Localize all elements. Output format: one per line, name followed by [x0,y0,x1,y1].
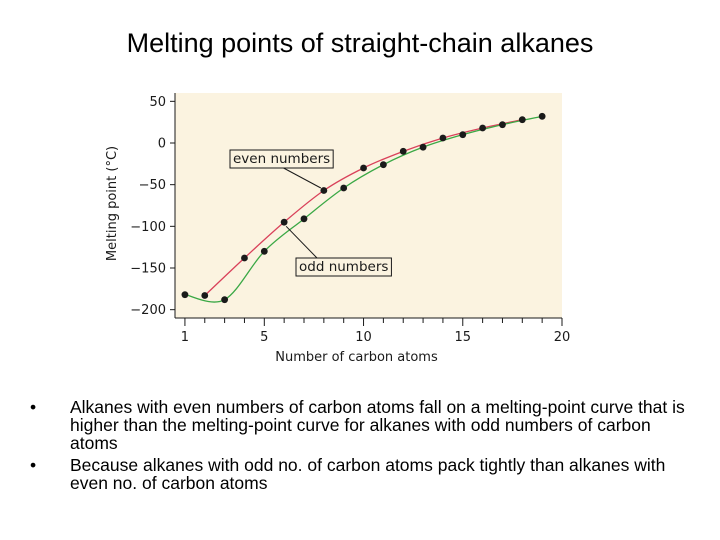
x-tick-label: 20 [554,330,570,345]
odd-numbers-point [340,184,348,192]
odd-leader-line [285,225,318,259]
even-numbers-point [439,134,447,142]
even-numbers-point [360,164,367,172]
odd-numbers-point [459,131,467,139]
y-tick-label: −200 [130,303,166,318]
odd-numbers-label-box [295,257,392,277]
x-tick-label: 15 [454,330,471,345]
even-numbers-point [518,116,526,124]
bullet-marker: • [30,397,37,417]
x-tick-label: 1 [181,330,189,345]
x-axis-label: Number of carbon atoms [275,350,438,365]
odd-numbers-point [379,161,387,169]
even-numbers-label: even numbers [233,151,330,167]
even-leader-line [283,167,322,189]
annotations: even numbers odd numbers [229,149,392,277]
odd-numbers-point [538,112,546,120]
odd-numbers-point [419,143,427,151]
bullet-item: • Alkanes with even numbers of carbon at… [30,398,700,452]
axes [174,93,562,319]
y-tick-label: −100 [130,220,166,235]
even-numbers-point [241,254,248,262]
even-numbers-point [201,292,209,299]
bullet-text: Alkanes with even numbers of carbon atom… [70,397,685,453]
even-numbers-label-box [229,149,334,169]
even-numbers-point [399,147,407,155]
slide-title: Melting points of straight-chain alkanes [126,28,594,58]
odd-numbers-point [300,215,308,223]
plot-background [175,93,562,318]
x-tick-label: 10 [355,330,372,345]
y-tick-label: 50 [149,95,166,110]
odd-numbers-point [221,296,229,304]
even-numbers-point [280,218,288,226]
odd-numbers-point [499,121,506,129]
data-points [181,112,546,304]
bullet-list: • Alkanes with even numbers of carbon at… [30,398,700,496]
y-tick-label: −50 [139,178,166,193]
bullet-text: Because alkanes with odd no. of carbon a… [70,455,666,493]
y-tick-label: −150 [130,262,166,277]
odd-numbers-point [260,247,268,255]
even-numbers-point [479,124,487,132]
bullet-marker: • [30,455,37,475]
y-axis-label: Melting point (°C) [105,146,120,261]
even-numbers-point [320,187,328,194]
y-tick-label: 0 [158,137,166,152]
odd-numbers-label: odd numbers [299,259,388,275]
odd-numbers-point [181,291,189,299]
x-tick-label: 5 [260,330,268,345]
bullet-item: • Because alkanes with odd no. of carbon… [30,456,700,492]
